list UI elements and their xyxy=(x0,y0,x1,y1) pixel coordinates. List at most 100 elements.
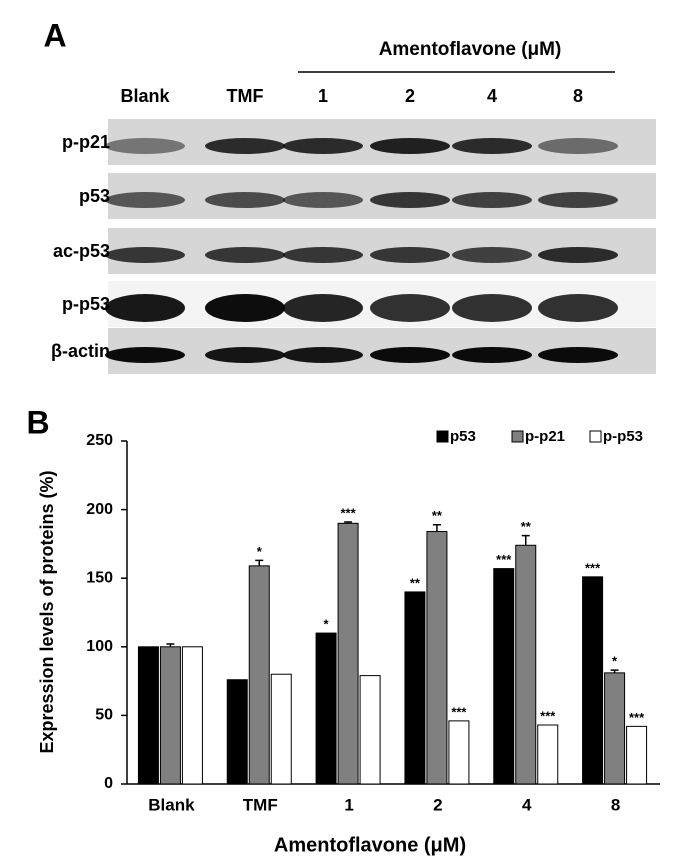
significance: *** xyxy=(585,560,601,575)
bar xyxy=(448,720,470,785)
blot-band xyxy=(370,247,450,263)
blot-band xyxy=(370,347,450,363)
legend-swatch xyxy=(511,430,524,443)
blot-band xyxy=(538,192,618,208)
row-label: p-p21 xyxy=(62,132,110,152)
blot-band xyxy=(538,347,618,363)
significance: ** xyxy=(410,575,421,590)
error-bar xyxy=(255,559,264,566)
bar xyxy=(404,591,426,785)
bar xyxy=(137,646,159,785)
blot-band xyxy=(370,138,450,154)
blot-band xyxy=(205,192,285,208)
bar xyxy=(537,724,559,785)
blot-band xyxy=(452,347,532,363)
error-bar xyxy=(432,523,441,532)
blot-band xyxy=(370,294,450,322)
panel-label: A xyxy=(43,17,66,53)
y-axis-title: Expression levels of proteins (%) xyxy=(37,470,57,753)
blot-band xyxy=(538,247,618,263)
bar xyxy=(582,576,604,785)
y-tick-label: 0 xyxy=(104,775,113,792)
significance: * xyxy=(257,544,263,559)
blot-band xyxy=(105,138,185,154)
bar xyxy=(181,646,203,785)
lane-label: 8 xyxy=(573,86,583,106)
bar xyxy=(515,544,537,785)
bar xyxy=(426,531,448,785)
x-axis-title: Amentoflavone (μM) xyxy=(274,834,466,856)
legend-swatch xyxy=(436,430,449,443)
blot-band xyxy=(452,138,532,154)
row-label: p53 xyxy=(79,186,110,206)
blot xyxy=(105,119,656,374)
x-tick-label: Blank xyxy=(148,795,195,814)
x-tick-label: 8 xyxy=(611,795,620,814)
blot-band xyxy=(105,192,185,208)
legend-swatch xyxy=(589,430,602,443)
blot-band xyxy=(105,247,185,263)
bar xyxy=(315,632,337,785)
y-tick-label: 50 xyxy=(95,707,113,724)
x-tick-label: 4 xyxy=(522,795,532,814)
row-label: ac-p53 xyxy=(53,241,110,261)
legend-label: p-p53 xyxy=(603,428,643,445)
x-tick-label: 1 xyxy=(344,795,353,814)
legend-label: p53 xyxy=(450,428,476,445)
error-bar xyxy=(166,643,175,647)
y-tick-label: 200 xyxy=(86,501,113,518)
bar xyxy=(604,672,626,785)
error-bar xyxy=(344,521,353,524)
significance: ** xyxy=(521,519,532,534)
panel-label: B xyxy=(26,404,49,440)
blot-band xyxy=(283,138,363,154)
error-bar xyxy=(521,534,530,546)
blot-band xyxy=(105,294,185,322)
bar xyxy=(270,673,292,785)
blot-band xyxy=(205,294,285,322)
blot-band xyxy=(452,294,532,322)
bar xyxy=(337,522,359,785)
blot-band xyxy=(283,347,363,363)
bar xyxy=(493,568,515,785)
significance: *** xyxy=(340,505,356,520)
error-bar xyxy=(610,669,619,673)
lane-label: Blank xyxy=(120,86,170,106)
row-label: β-actin xyxy=(51,341,110,361)
blot-band xyxy=(283,294,363,322)
blot-band xyxy=(205,138,285,154)
lane-label: 1 xyxy=(318,86,328,106)
x-tick-label: TMF xyxy=(243,795,278,814)
x-tick-label: 2 xyxy=(433,795,442,814)
bar xyxy=(159,646,181,785)
significance: *** xyxy=(540,708,556,723)
significance: * xyxy=(324,617,330,632)
blot-band xyxy=(205,247,285,263)
y-tick-label: 150 xyxy=(86,569,113,586)
significance: ** xyxy=(432,508,443,523)
y-tick-label: 250 xyxy=(86,432,113,449)
bar xyxy=(248,565,270,785)
group-label: Amentoflavone (μM) xyxy=(379,39,562,60)
significance: *** xyxy=(451,704,467,719)
blot-band xyxy=(283,192,363,208)
blot-band xyxy=(283,247,363,263)
blot-band xyxy=(538,138,618,154)
lane-label: 4 xyxy=(487,86,497,106)
blot-band xyxy=(205,347,285,363)
y-tick-label: 100 xyxy=(86,638,113,655)
significance: * xyxy=(612,654,618,669)
legend-label: p-p21 xyxy=(525,428,565,445)
blot-band xyxy=(370,192,450,208)
bar xyxy=(359,675,381,785)
lane-label: TMF xyxy=(227,86,264,106)
lane-label: 2 xyxy=(405,86,415,106)
significance: *** xyxy=(496,552,512,567)
bar xyxy=(226,679,248,785)
blot-band xyxy=(452,192,532,208)
bar xyxy=(626,725,648,785)
blot-band xyxy=(452,247,532,263)
row-label: p-p53 xyxy=(62,294,110,314)
blot-band xyxy=(538,294,618,322)
